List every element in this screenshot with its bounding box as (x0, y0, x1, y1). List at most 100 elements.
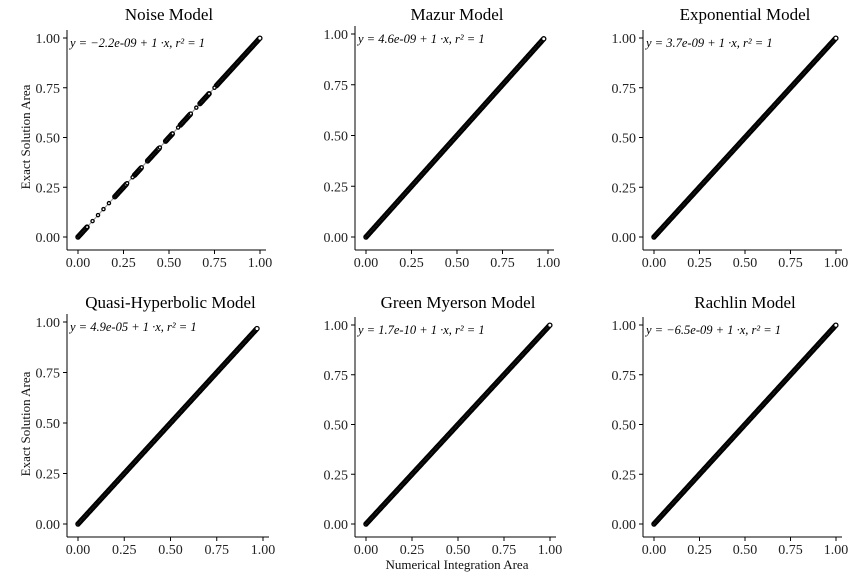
data-point (157, 145, 163, 150)
x-tick-label: 0.00 (642, 256, 667, 271)
fit-equation-label: y = −6.5e-09 + 1 ·x, r² = 1 (644, 323, 781, 337)
y-tick-label: 1.00 (612, 32, 637, 47)
fit-equation-label: y = 3.7e-09 + 1 ·x, r² = 1 (644, 36, 773, 50)
panel-title: Rachlin Model (694, 293, 796, 312)
x-tick-label: 0.00 (354, 543, 379, 558)
y-tick-label: 0.75 (36, 367, 61, 382)
x-tick-label: 0.50 (158, 543, 183, 558)
y-axis-title-top: Exact Solution Area (18, 84, 33, 189)
x-tick-label: 0.25 (399, 256, 424, 271)
x-tick-label: 1.00 (248, 256, 273, 271)
data-point (833, 322, 839, 328)
y-tick-label: 0.25 (612, 468, 637, 483)
data-point (130, 175, 135, 180)
x-tick-label: 1.00 (251, 543, 276, 558)
y-tick-label: 0.00 (36, 231, 61, 246)
x-tick-label: 0.25 (111, 256, 136, 271)
panel-exponential-model: Exponential Model 0.00 0.25 0.50 0.75 1.00 0.0… (612, 5, 849, 271)
x-tick-label: 0.25 (687, 256, 712, 271)
x-tick-label: 0.50 (446, 543, 471, 558)
y-tick-label: 1.00 (36, 32, 61, 47)
fit-equation-label: y = 1.7e-10 + 1 ·x, r² = 1 (356, 323, 485, 337)
panel-title: Green Myerson Model (381, 293, 536, 312)
y-tick-label: 0.75 (324, 369, 349, 384)
panel-quasi-hyperbolic-model: Quasi-Hyperbolic Model 0.00 0.25 0.50 0.75 1.… (36, 293, 276, 558)
panel-title: Exponential Model (680, 5, 811, 24)
data-point (124, 181, 130, 186)
data-point (206, 91, 212, 96)
x-tick-label: 0.50 (157, 256, 182, 271)
fit-equation-label: y = 4.6e-09 + 1 ·x, r² = 1 (356, 32, 485, 46)
y-tick-label: 0.25 (324, 468, 349, 483)
x-tick-label: 0.75 (205, 543, 230, 558)
y-tick-label: 1.00 (36, 316, 61, 331)
fit-equation-label: y = 4.9e-05 + 1 ·x, r² = 1 (68, 320, 197, 334)
x-tick-label: 0.25 (112, 543, 137, 558)
y-tick-label: 0.25 (612, 181, 637, 196)
y-tick-label: 0.75 (36, 82, 61, 97)
x-tick-label: 0.75 (778, 256, 803, 271)
x-tick-label: 0.00 (354, 256, 379, 271)
panel-title: Quasi-Hyperbolic Model (85, 293, 256, 312)
data-point (170, 131, 175, 136)
panels-group: Noise Model 0.00 0.25 0.50 0.75 1.00 0.00 0.25 0… (36, 5, 849, 558)
y-tick-label: 0.75 (612, 82, 637, 97)
x-tick-label: 1.00 (538, 543, 563, 558)
x-tick-label: 0.75 (778, 543, 803, 558)
data-point (833, 35, 839, 41)
x-tick-label: 0.50 (445, 256, 470, 271)
panel-title: Noise Model (125, 5, 214, 24)
y-tick-label: 0.00 (324, 518, 349, 533)
y-tick-label: 0.50 (36, 132, 61, 147)
data-point (188, 111, 194, 116)
fit-equation-label: y = −2.2e-09 + 1 ·x, r² = 1 (68, 36, 205, 50)
panel-title: Mazur Model (410, 5, 503, 24)
data-point (257, 35, 263, 41)
y-tick-label: 0.50 (612, 419, 637, 434)
y-tick-label: 0.00 (36, 518, 61, 533)
y-tick-label: 1.00 (324, 28, 349, 43)
y-tick-label: 0.00 (612, 231, 637, 246)
data-point (90, 218, 95, 224)
x-tick-label: 0.50 (733, 256, 758, 271)
y-tick-label: 0.75 (324, 79, 349, 94)
x-tick-label: 0.00 (66, 543, 91, 558)
y-tick-label: 0.00 (324, 231, 349, 246)
x-tick-label: 0.25 (687, 543, 712, 558)
x-tick-label: 0.75 (492, 543, 517, 558)
x-tick-label: 1.00 (824, 543, 849, 558)
data-point (547, 322, 553, 328)
data-point (139, 165, 144, 170)
x-tick-label: 0.00 (642, 543, 667, 558)
data-point (101, 206, 106, 212)
y-tick-label: 0.50 (612, 132, 637, 147)
y-tick-label: 0.50 (324, 130, 349, 145)
panel-rachlin-model: Rachlin Model 0.00 0.25 0.50 0.75 1.00 0.00 0.2… (612, 293, 849, 558)
x-tick-label: 0.25 (400, 543, 425, 558)
y-tick-label: 1.00 (324, 319, 349, 334)
data-point (540, 36, 547, 42)
data-point (254, 325, 260, 332)
x-axis-title: Numerical Integration Area (386, 557, 529, 572)
x-tick-label: 0.50 (733, 543, 758, 558)
panel-noise-model: Noise Model 0.00 0.25 0.50 0.75 1.00 0.00 0.25 0… (36, 5, 273, 271)
data-point (84, 224, 90, 230)
y-tick-label: 0.00 (612, 518, 637, 533)
y-tick-label: 0.25 (324, 180, 349, 195)
panel-green-myerson-model: Green Myerson Model 0.00 0.25 0.50 0.75 1.00 0… (324, 293, 563, 558)
data-point (194, 105, 199, 110)
y-axis-title-bottom: Exact Solution Area (18, 371, 33, 476)
panel-mazur-model: Mazur Model 0.00 0.25 0.50 0.75 1.00 0.00 0.25 0… (324, 5, 561, 271)
x-tick-label: 1.00 (824, 256, 849, 271)
data-point (106, 200, 112, 206)
x-tick-label: 0.00 (66, 256, 91, 271)
y-tick-label: 0.25 (36, 181, 61, 196)
x-tick-label: 0.75 (490, 256, 515, 271)
data-point (175, 125, 181, 130)
y-tick-label: 1.00 (612, 319, 637, 334)
y-tick-label: 0.25 (36, 468, 61, 483)
y-tick-label: 0.75 (612, 369, 637, 384)
y-tick-label: 0.50 (36, 417, 61, 432)
data-point (95, 212, 101, 218)
